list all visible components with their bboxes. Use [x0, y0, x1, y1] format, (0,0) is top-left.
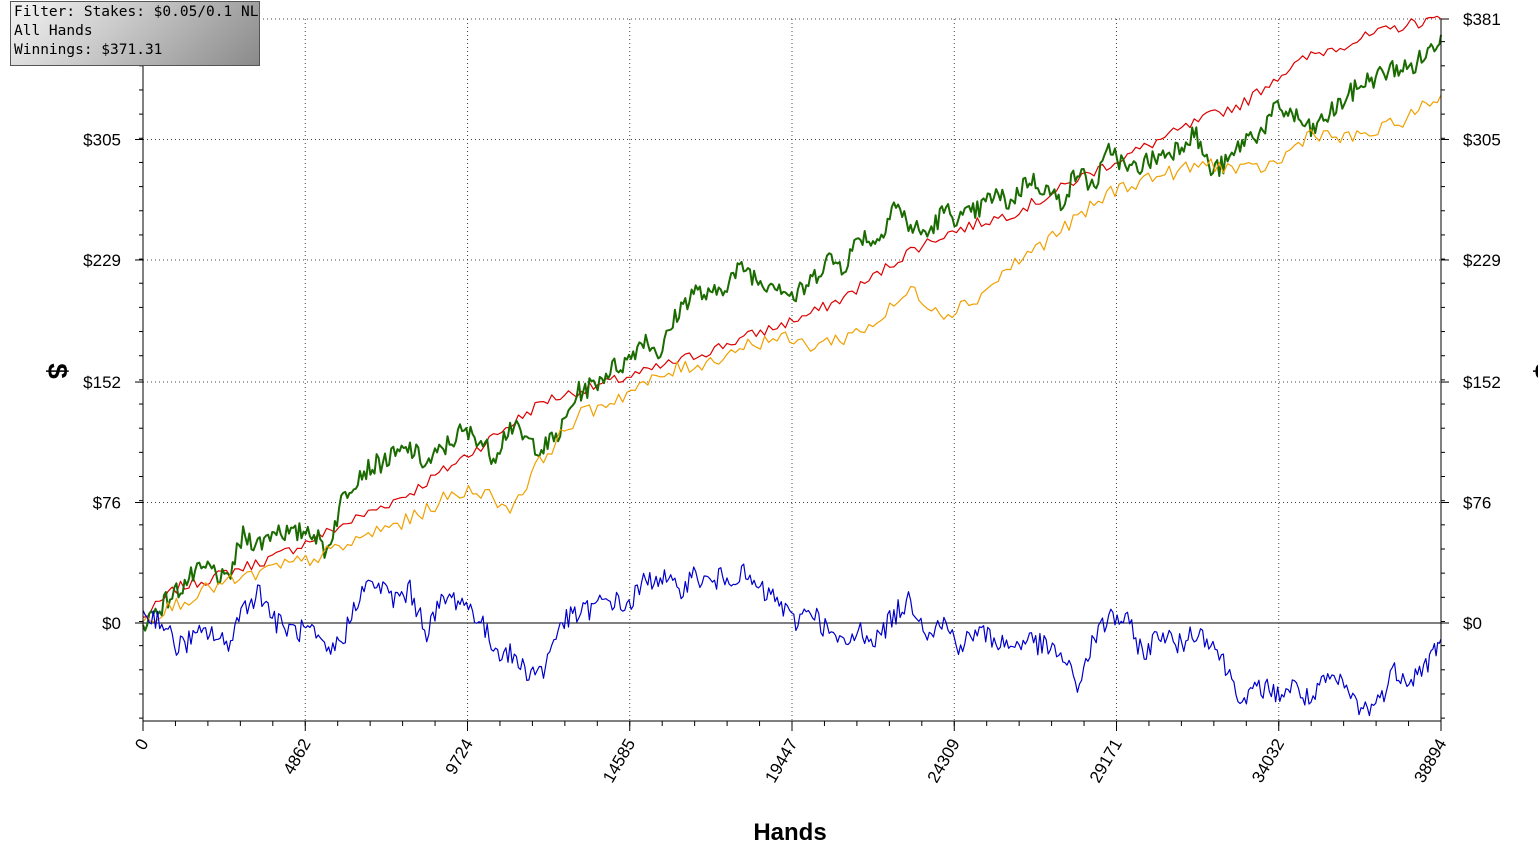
- y-tick-label-right: $76: [1463, 494, 1491, 513]
- series-line-1: [142, 15, 1442, 618]
- grid-lines: [143, 18, 1441, 721]
- x-tick-label: 34032: [1248, 736, 1288, 786]
- x-tick-label: 0: [131, 736, 152, 754]
- x-tick-label: 24309: [924, 736, 964, 786]
- winnings-label: Winnings: $371.31: [14, 42, 163, 58]
- x-tick-label: 4862: [279, 736, 314, 778]
- y-tick-label-right: $229: [1463, 251, 1501, 270]
- y-tick-label-left: $76: [93, 494, 121, 513]
- x-tick-label: 19447: [761, 736, 801, 786]
- series-line-3: [142, 94, 1442, 624]
- filter-label: Filter: Stakes: $0.05/0.1 NL: [14, 4, 259, 20]
- y-axis-title-right: $: [1529, 363, 1538, 379]
- y-tick-label-right: $381: [1463, 10, 1501, 29]
- y-tick-label-left: $0: [102, 614, 121, 633]
- y-tick-label-left: $305: [83, 130, 121, 149]
- y-tick-label-right: $305: [1463, 130, 1501, 149]
- y-tick-label-right: $0: [1463, 614, 1482, 633]
- y-tick-label-left: $152: [83, 373, 121, 392]
- series-lines: [142, 15, 1442, 717]
- hands-label: All Hands: [14, 23, 93, 39]
- x-tick-label: 29171: [1086, 736, 1126, 786]
- y-tick-label-left: $229: [83, 251, 121, 270]
- x-axis-title: Hands: [753, 819, 826, 846]
- y-axis-title-left: $: [42, 363, 73, 379]
- axes: $0$0$76$76$152$152$229$229$305$305$381$3…: [83, 10, 1501, 786]
- filter-info-box: Filter: Stakes: $0.05/0.1 NL All Hands W…: [10, 1, 260, 66]
- series-line-2: [142, 34, 1442, 632]
- x-tick-label: 38894: [1410, 736, 1450, 786]
- x-tick-label: 9724: [442, 736, 477, 778]
- y-tick-label-right: $152: [1463, 373, 1501, 392]
- series-line-4: [142, 563, 1442, 717]
- x-tick-label: 14585: [599, 736, 639, 786]
